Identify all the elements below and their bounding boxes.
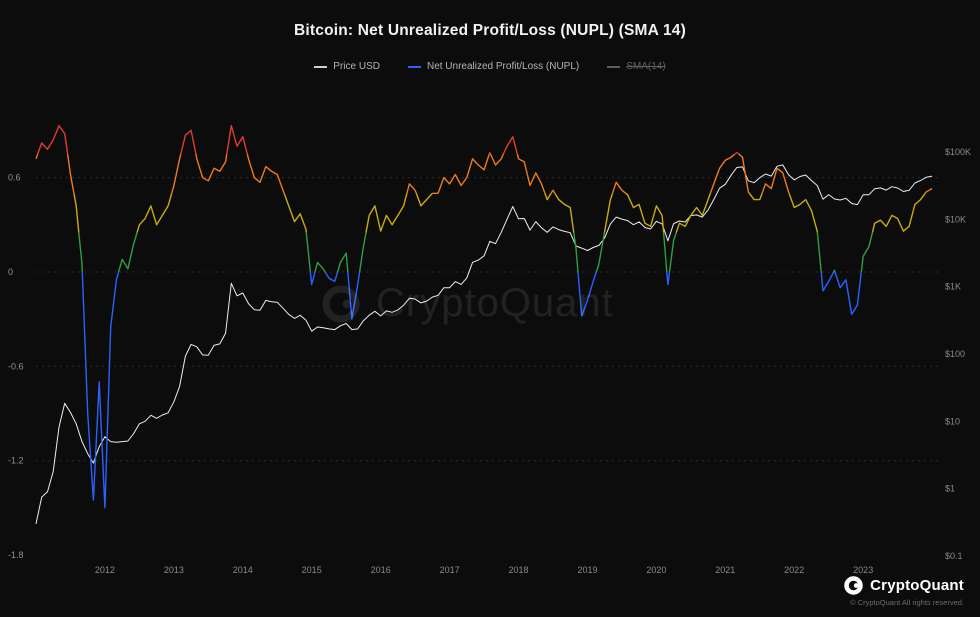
nupl-series-segment <box>544 192 552 201</box>
nupl-series-segment <box>675 193 712 233</box>
legend-item-label: Price USD <box>333 61 380 72</box>
x-axis-label: 2022 <box>784 565 804 575</box>
nupl-series-segment <box>611 181 627 194</box>
nupl-series-segment <box>820 271 835 292</box>
legend-item[interactable]: Net Unrealized Profit/Loss (NUPL) <box>407 61 580 72</box>
legend-item-label: Net Unrealized Profit/Loss (NUPL) <box>426 61 580 72</box>
nupl-series-segment <box>554 192 575 233</box>
nupl-series-segment <box>748 192 763 201</box>
nupl-series-segment <box>668 232 677 273</box>
x-axis-label: 2021 <box>715 565 735 575</box>
legend-item-label: SMA(14) <box>626 61 666 72</box>
sma-series-marker-icon <box>607 65 621 68</box>
right-axis-label: $10K <box>945 214 966 224</box>
chart-title: Bitcoin: Net Unrealized Profit/Loss (NUP… <box>294 22 686 39</box>
nupl-series-segment <box>305 232 312 273</box>
nupl-series-segment <box>662 232 668 273</box>
x-axis-label: 2023 <box>853 565 873 575</box>
price-series-line <box>35 164 933 525</box>
nupl-series-segment <box>625 192 665 233</box>
nupl-series-segment <box>117 232 138 273</box>
nupl-series-segment <box>709 153 736 194</box>
left-axis-label: -1.2 <box>8 456 24 466</box>
nupl-series-segment <box>309 271 316 286</box>
cryptoquant-logo-icon <box>844 576 863 595</box>
left-axis-label: -0.6 <box>8 361 24 371</box>
nupl-series-segment <box>550 189 556 194</box>
nupl-series-segment <box>195 153 228 182</box>
brand-name: CryptoQuant <box>870 577 964 594</box>
nupl-series-segment <box>816 232 822 273</box>
legend-item[interactable]: Price USD <box>314 61 380 72</box>
nupl-series-segment <box>358 232 367 273</box>
nupl-series-segment <box>347 271 361 320</box>
nupl-series-segment <box>406 183 417 194</box>
left-axis-label: 0 <box>8 267 13 277</box>
right-axis-label: $0.1 <box>945 551 963 561</box>
legend: Price USD Net Unrealized Profit/Loss (NU… <box>0 61 980 72</box>
nupl-series-segment <box>78 232 83 273</box>
right-axis-label: $100 <box>945 349 965 359</box>
nupl-series-segment <box>488 151 492 155</box>
nupl-series-segment <box>136 193 173 233</box>
nupl-series-segment <box>734 151 740 155</box>
nupl-series-segment <box>171 153 182 194</box>
nupl-series-segment <box>603 193 614 233</box>
nupl-series-segment <box>832 269 836 273</box>
nupl-series-segment <box>283 193 307 233</box>
right-axis-label: $1 <box>945 484 955 494</box>
nupl-series-segment <box>365 193 408 233</box>
left-axis-label: 0.6 <box>8 173 21 183</box>
nupl-series-segment <box>516 153 546 194</box>
nupl-series-segment <box>502 136 518 155</box>
x-axis-label: 2016 <box>371 565 391 575</box>
nupl-series-marker-icon <box>407 65 421 68</box>
legend-item[interactable]: SMA(14) <box>607 61 666 72</box>
x-axis-label: 2012 <box>95 565 115 575</box>
nupl-series-segment <box>432 153 490 194</box>
nupl-series-segment <box>924 187 933 194</box>
left-axis-label: -1.8 <box>8 550 24 560</box>
right-axis-label: $100K <box>945 147 971 157</box>
x-axis-label: 2018 <box>508 565 528 575</box>
x-axis-label: 2013 <box>164 565 184 575</box>
nupl-series-segment <box>738 153 750 194</box>
nupl-series-segment <box>66 153 75 194</box>
nupl-series-segment <box>573 232 579 273</box>
nupl-series-segment <box>73 193 80 233</box>
nupl-series-segment <box>415 192 433 207</box>
nupl-series-segment <box>834 271 862 316</box>
nupl-series-segment <box>489 153 505 166</box>
nupl-series-segment <box>666 271 671 286</box>
nupl-series-segment <box>336 252 349 273</box>
nupl-series-segment <box>324 271 339 283</box>
x-axis-label: 2014 <box>233 565 253 575</box>
nupl-series-segment <box>81 271 120 509</box>
right-axis-label: $1K <box>945 282 961 292</box>
price-series-marker-icon <box>314 65 328 68</box>
copyright-text: © CryptoQuant All rights reserved. <box>850 598 964 607</box>
nupl-series-segment <box>226 125 248 155</box>
x-axis-label: 2015 <box>302 565 322 575</box>
nupl-series-segment <box>35 153 39 160</box>
nupl-series-segment <box>180 129 197 155</box>
nupl-series-segment <box>577 271 597 317</box>
nupl-series-segment <box>788 193 819 233</box>
nupl-series-segment <box>860 232 874 273</box>
right-axis-label: $10 <box>945 416 960 426</box>
nupl-series-segment <box>37 125 69 155</box>
x-axis-label: 2017 <box>440 565 460 575</box>
nupl-series-segment <box>246 153 285 194</box>
nupl-series-segment <box>314 261 326 273</box>
x-axis-label: 2020 <box>646 565 666 575</box>
nupl-series-segment <box>761 167 790 194</box>
x-axis-label: 2019 <box>577 565 597 575</box>
nupl-series-segment <box>595 232 606 273</box>
nupl-series-segment <box>871 192 926 233</box>
brand: CryptoQuant © CryptoQuant All rights res… <box>844 576 964 607</box>
